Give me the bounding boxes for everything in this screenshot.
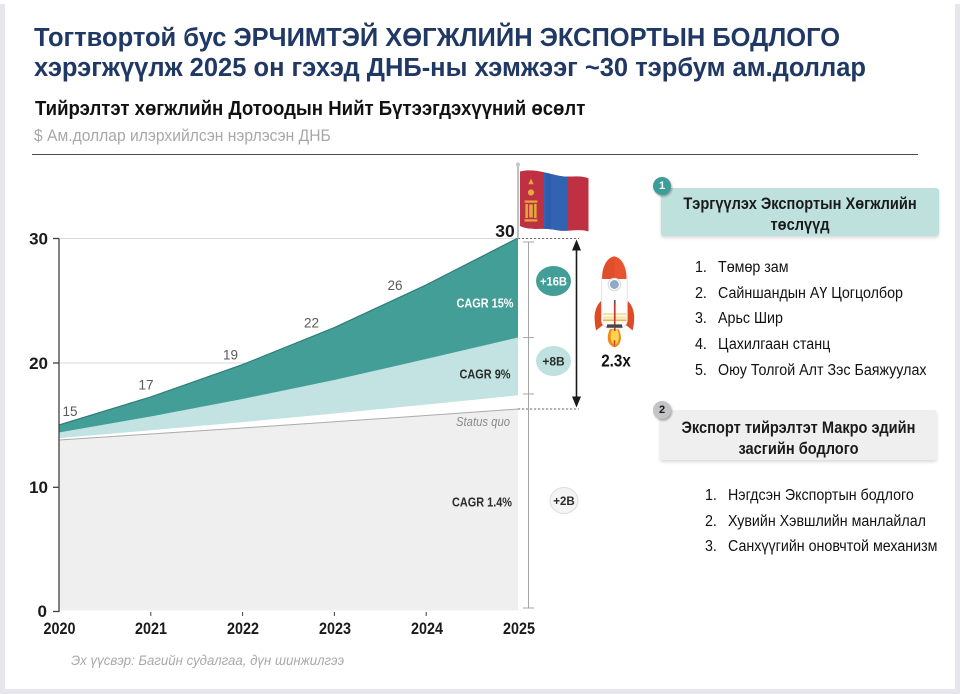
svg-text:Status quo: Status quo <box>456 415 510 429</box>
svg-text:22: 22 <box>304 316 319 331</box>
svg-text:26: 26 <box>387 278 402 293</box>
svg-text:2024: 2024 <box>411 620 444 638</box>
svg-text:+16B: +16B <box>540 275 567 289</box>
svg-text:+8B: +8B <box>542 355 565 369</box>
svg-text:30: 30 <box>29 230 48 249</box>
svg-text:0: 0 <box>38 602 47 621</box>
svg-text:17: 17 <box>138 378 153 393</box>
svg-text:2021: 2021 <box>135 620 167 638</box>
svg-text:CAGR 1.4%: CAGR 1.4% <box>452 496 512 510</box>
svg-text:CAGR 9%: CAGR 9% <box>460 368 511 382</box>
svg-text:15: 15 <box>62 404 77 419</box>
svg-text:2022: 2022 <box>227 620 259 638</box>
svg-text:30: 30 <box>495 221 515 241</box>
svg-text:CAGR 15%: CAGR 15% <box>457 297 514 311</box>
svg-text:2025: 2025 <box>503 620 535 638</box>
svg-text:20: 20 <box>29 354 48 373</box>
svg-text:+2B: +2B <box>553 496 574 508</box>
svg-text:2020: 2020 <box>44 620 76 638</box>
svg-text:2.3x: 2.3x <box>601 351 631 371</box>
svg-text:2023: 2023 <box>319 620 351 638</box>
svg-text:19: 19 <box>223 348 238 363</box>
svg-text:10: 10 <box>29 478 48 497</box>
